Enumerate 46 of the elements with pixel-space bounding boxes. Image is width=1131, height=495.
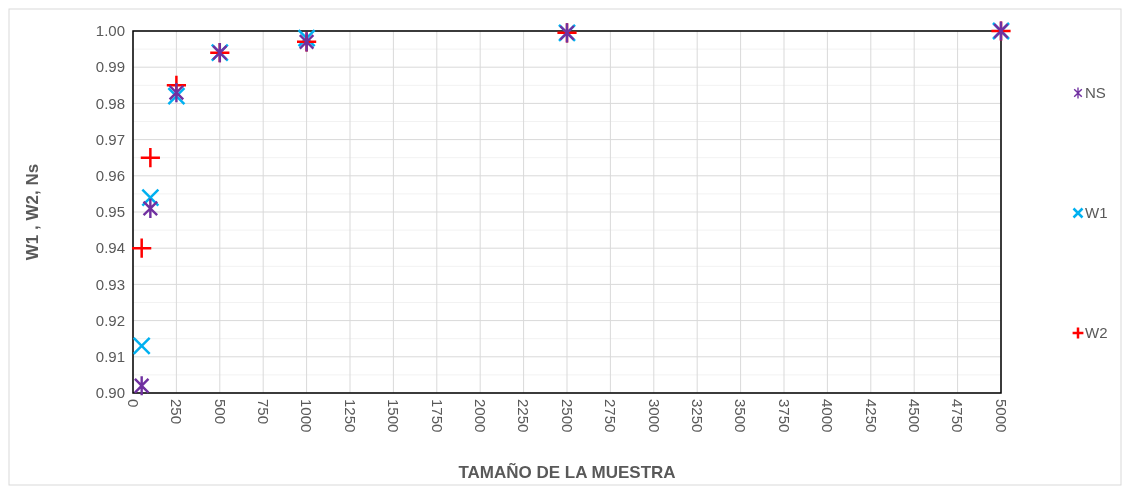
point	[141, 188, 160, 207]
y-tick-label: 0.97	[95, 130, 125, 148]
y-tick-label: 0.98	[95, 94, 125, 112]
legend-label: NS	[1085, 84, 1106, 102]
x-tick-label: 1250	[341, 399, 359, 433]
x-tick-label: 750	[254, 399, 272, 425]
point	[142, 198, 158, 218]
y-tick-label: 0.94	[95, 239, 125, 257]
x-tick-label: 2500	[558, 399, 576, 433]
x-tick-label: 3750	[775, 399, 793, 433]
legend-label: W1	[1085, 204, 1108, 222]
x-tick-label: 4250	[862, 399, 880, 433]
x-tick-label: 0	[124, 399, 142, 408]
x-tick-label: 5000	[992, 399, 1010, 433]
x-tick-label: 3250	[688, 399, 706, 433]
y-tick-label: 0.93	[95, 275, 125, 293]
y-tick-label: 0.92	[95, 311, 125, 329]
x-tick-label: 250	[168, 399, 186, 425]
x-tick-label: 1750	[428, 399, 446, 433]
x-axis-title: TAMAÑO DE LA MUESTRA	[458, 462, 676, 482]
point	[132, 336, 151, 356]
x-tick-label: 1500	[385, 399, 403, 433]
y-tick-label: 0.99	[95, 58, 125, 76]
y-tick-label: 0.90	[95, 384, 125, 402]
point	[134, 376, 150, 396]
x-tick-label: 3000	[645, 399, 663, 433]
y-axis-title: W1 , W2, Ns	[23, 163, 42, 261]
point	[139, 146, 162, 169]
point	[130, 237, 153, 260]
y-tick-label: 0.96	[95, 167, 125, 185]
y-tick-label: 0.91	[95, 348, 125, 366]
x-tick-label: 2750	[602, 399, 620, 433]
y-tick-label: 1.00	[95, 22, 125, 40]
point	[167, 86, 186, 106]
x-tick-label: 4500	[905, 399, 923, 433]
point	[297, 28, 316, 48]
x-tick-label: 4000	[819, 399, 837, 433]
legend-label: W2	[1085, 324, 1108, 342]
point	[168, 82, 185, 103]
x-tick-label: 3500	[732, 399, 750, 433]
x-tick-label: 500	[211, 399, 229, 425]
y-tick-label: 0.95	[95, 203, 125, 221]
x-tick-label: 2000	[471, 399, 489, 433]
x-tick-label: 1000	[298, 399, 316, 433]
x-tick-label: 4750	[949, 399, 967, 433]
x-tick-label: 2250	[515, 399, 533, 433]
